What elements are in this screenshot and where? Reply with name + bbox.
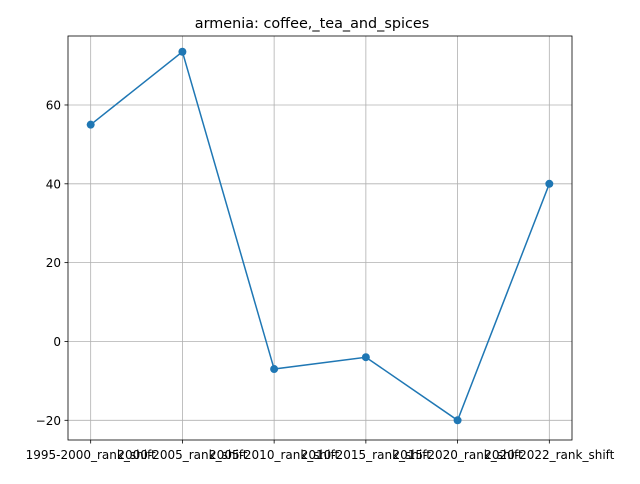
data-point	[178, 47, 187, 56]
y-tick-label: 20	[46, 256, 61, 270]
x-tick-label: 2015-2020_rank_shift	[393, 448, 523, 462]
plot-frame	[67, 35, 573, 441]
data-point	[453, 416, 462, 425]
y-tick-label: 0	[53, 335, 61, 349]
series-line	[90, 50, 551, 422]
data-point	[270, 365, 279, 374]
chart-title: armenia: coffee,_tea_and_spices	[195, 16, 430, 32]
x-tick-label: 2020-2022_rank_shift	[484, 448, 614, 462]
y-tick-label: 60	[46, 98, 61, 112]
x-tick-label: 2010-2015_rank_shift	[301, 448, 431, 462]
x-tick-label: 2000-2005_rank_shift	[117, 448, 247, 462]
x-tick-label: 1995-2000_rank_shift	[26, 448, 156, 462]
grid	[68, 36, 572, 440]
data-point	[545, 179, 554, 188]
ticks: 1995-2000_rank_shift2000-2005_rank_shift…	[26, 98, 615, 462]
x-tick-label: 2005-2010_rank_shift	[209, 448, 339, 462]
y-tick-label: 40	[46, 177, 61, 191]
data-point	[86, 120, 95, 129]
data-point	[361, 353, 370, 362]
axes	[67, 35, 573, 441]
y-tick-label: −20	[36, 414, 61, 428]
series-layer	[86, 47, 554, 425]
